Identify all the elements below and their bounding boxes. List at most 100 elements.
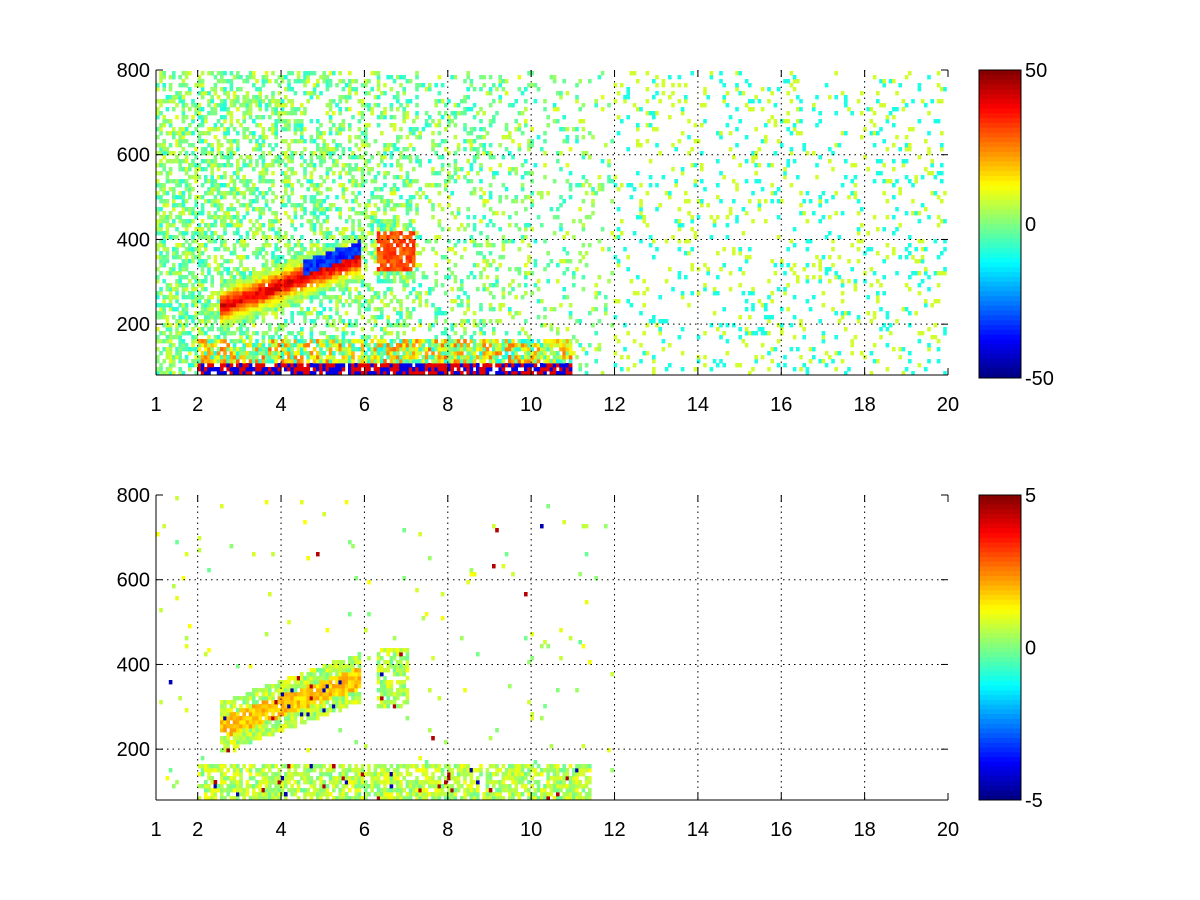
heatmap-cell — [748, 99, 752, 104]
heatmap-cell — [751, 191, 755, 196]
heatmap-cell — [213, 107, 218, 112]
heatmap-cell — [210, 235, 214, 240]
heatmap-cell — [239, 291, 243, 296]
heatmap-cell — [232, 295, 237, 300]
heatmap-cell — [277, 231, 282, 236]
heatmap-cell — [159, 227, 163, 232]
heatmap-cell — [405, 147, 410, 152]
heatmap-cell — [271, 307, 275, 312]
heatmap-cell — [453, 115, 458, 120]
heatmap-cell — [300, 207, 304, 212]
heatmap-cell — [280, 283, 285, 288]
heatmap-cell — [354, 259, 358, 264]
heatmap-cell — [287, 239, 291, 244]
heatmap-cell — [392, 203, 397, 208]
heatmap-cell — [287, 127, 291, 132]
heatmap-cell — [255, 159, 259, 164]
heatmap-cell — [191, 287, 195, 292]
heatmap-cell — [264, 167, 269, 172]
heatmap-cell — [255, 255, 259, 260]
heatmap-cell — [453, 279, 458, 284]
heatmap-cell — [300, 119, 304, 124]
heatmap-cell — [348, 259, 352, 264]
heatmap-cell — [431, 323, 435, 328]
heatmap-cell — [168, 291, 173, 296]
heatmap-cell — [159, 171, 163, 176]
heatmap-cell — [412, 119, 416, 124]
heatmap-cell — [223, 295, 227, 300]
heatmap-cell — [351, 279, 355, 284]
heatmap-cell — [200, 119, 205, 124]
heatmap-cell — [738, 91, 742, 96]
heatmap-cell — [191, 255, 195, 260]
heatmap-cell — [165, 231, 170, 236]
heatmap-cell — [463, 327, 467, 332]
heatmap-cell — [511, 359, 515, 364]
heatmap-cell — [600, 183, 605, 188]
heatmap-cell — [236, 315, 240, 320]
heatmap-cell — [581, 103, 586, 108]
heatmap-cell — [408, 347, 413, 352]
heatmap-cell — [290, 371, 294, 376]
heatmap-cell — [488, 119, 493, 124]
heatmap-cell — [424, 275, 429, 280]
heatmap-cell — [165, 339, 170, 344]
heatmap-cell — [184, 207, 189, 212]
heatmap-cell — [392, 115, 397, 120]
heatmap-cell — [728, 131, 733, 136]
heatmap-cell — [460, 355, 464, 360]
heatmap-cell — [735, 127, 739, 132]
heatmap-cell — [332, 339, 336, 344]
heatmap-cell — [402, 107, 406, 112]
heatmap-cell — [479, 143, 483, 148]
heatmap-cell — [168, 335, 173, 340]
heatmap-cell — [277, 119, 282, 124]
heatmap-cell — [162, 259, 166, 264]
heatmap-cell — [546, 251, 550, 256]
heatmap-cell — [472, 155, 477, 160]
heatmap-cell — [264, 203, 269, 208]
heatmap-cell — [306, 295, 310, 300]
heatmap-cell — [408, 195, 413, 200]
heatmap-cell — [204, 131, 208, 136]
heatmap-cell — [156, 371, 160, 376]
heatmap-cell — [290, 311, 294, 316]
heatmap-cell — [341, 187, 346, 192]
heatmap-cell — [466, 351, 470, 356]
heatmap-cell — [229, 203, 234, 208]
heatmap-cell — [274, 359, 278, 364]
heatmap-cell — [280, 179, 285, 184]
heatmap-cell — [255, 367, 259, 372]
heatmap-cell — [351, 179, 355, 184]
heatmap-cell — [578, 207, 582, 212]
heatmap-cell — [392, 255, 397, 260]
heatmap-cell — [751, 219, 755, 224]
heatmap-cell — [178, 167, 182, 172]
heatmap-cell — [332, 243, 336, 248]
heatmap-cell — [386, 219, 390, 224]
heatmap-cell — [690, 263, 694, 268]
heatmap-cell — [620, 355, 624, 360]
heatmap-cell — [437, 307, 442, 312]
heatmap-cell — [479, 135, 483, 140]
heatmap-cell — [402, 147, 406, 152]
heatmap-cell — [220, 87, 224, 92]
heatmap-cell — [309, 135, 314, 140]
heatmap-cell — [328, 339, 333, 344]
heatmap-cell — [415, 231, 419, 236]
heatmap-cell — [565, 163, 570, 168]
heatmap-cell — [165, 287, 170, 292]
heatmap-cell — [575, 267, 579, 272]
heatmap-cell — [495, 87, 499, 92]
heatmap-cell — [386, 363, 390, 368]
heatmap-cell — [629, 279, 634, 284]
heatmap-cell — [268, 323, 272, 328]
heatmap-cell — [540, 367, 544, 372]
heatmap-cell — [408, 179, 413, 184]
heatmap-cell — [332, 139, 336, 144]
heatmap-cell — [575, 95, 579, 100]
heatmap-cell — [319, 183, 323, 188]
heatmap-cell — [760, 355, 765, 360]
heatmap-cell — [424, 351, 429, 356]
heatmap-cell — [492, 359, 496, 364]
